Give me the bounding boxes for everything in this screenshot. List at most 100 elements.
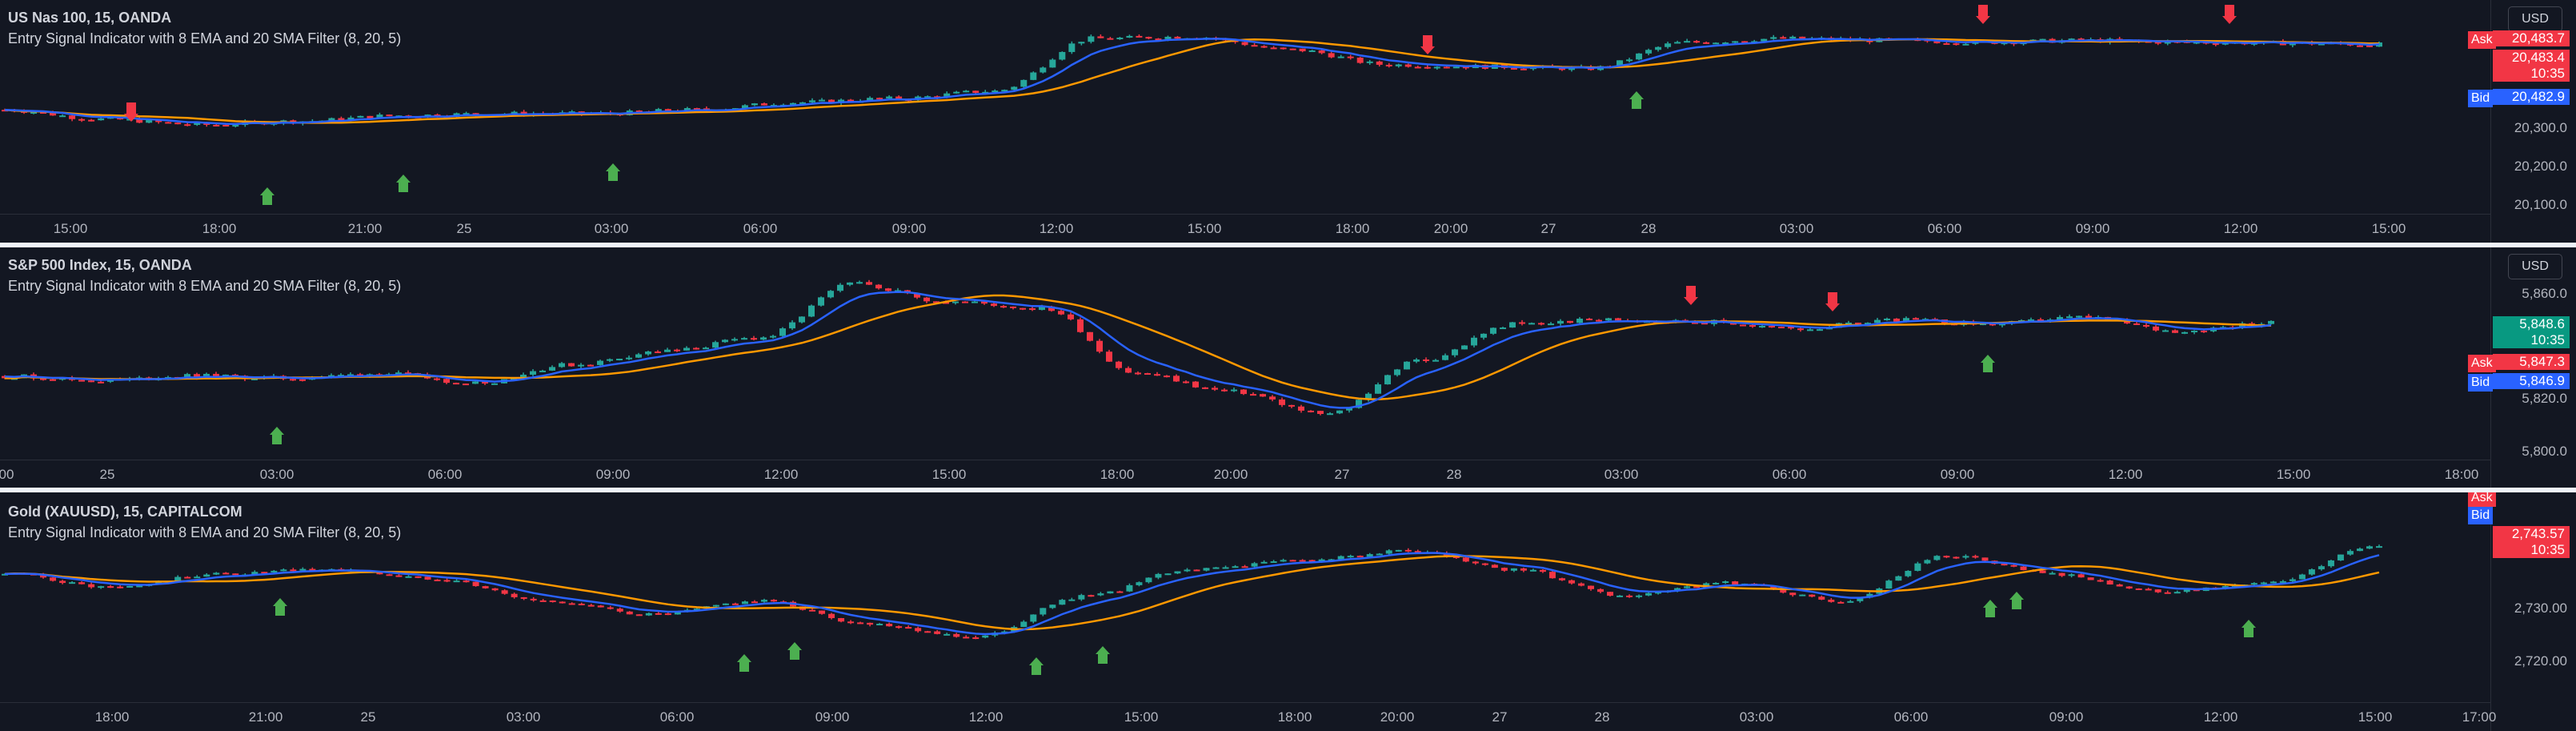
candle-body xyxy=(1318,559,1325,562)
ema-8-line xyxy=(4,552,2380,636)
candle-body xyxy=(1068,43,1076,52)
candle-body xyxy=(1395,549,1402,552)
candle-body xyxy=(924,96,931,98)
plot-area[interactable] xyxy=(0,492,2490,702)
candle-body xyxy=(559,363,565,368)
candle-body xyxy=(952,301,959,303)
candle-body xyxy=(174,123,182,125)
candle-body xyxy=(683,347,690,351)
candle-body xyxy=(722,603,729,605)
candle-body xyxy=(1059,51,1066,60)
candle-body xyxy=(30,111,38,114)
candle-body xyxy=(443,379,450,384)
plot-area[interactable] xyxy=(0,0,2490,214)
candle-body xyxy=(760,337,767,340)
candle-body xyxy=(491,588,499,591)
candle-body xyxy=(1385,64,1392,66)
currency-button[interactable]: USD xyxy=(2508,254,2562,279)
pane-separator[interactable] xyxy=(0,488,2576,492)
candle-body xyxy=(886,624,893,627)
candle-body xyxy=(1636,595,1643,597)
candle-body xyxy=(1020,621,1028,628)
candle-body xyxy=(511,111,518,114)
candle-body xyxy=(1020,79,1028,87)
candle-body xyxy=(1538,323,1544,325)
time-axis[interactable]: 18:00 21:00 25 03:00 06:00 09:00 12:00 15:00 18:… xyxy=(0,702,2496,731)
candle-body xyxy=(953,91,960,94)
candle-body xyxy=(1078,42,1085,44)
candle-body xyxy=(2077,38,2085,41)
candle-body xyxy=(1953,43,1960,46)
candle-body xyxy=(645,351,651,355)
candle-body xyxy=(1500,568,1508,571)
candle-body xyxy=(751,601,758,604)
time-axis[interactable]: 15:00 18:00 21:00 25 03:00 06:00 09:00 12:00 15:… xyxy=(0,214,2490,243)
candle-body xyxy=(847,282,853,285)
candle-body xyxy=(1376,553,1383,556)
candle-body xyxy=(1693,41,1701,43)
candle-body xyxy=(386,574,393,576)
candle-body xyxy=(1280,47,1287,50)
candle-body xyxy=(886,96,893,98)
candle-body xyxy=(530,598,537,600)
candle-body xyxy=(1030,614,1037,622)
chart-pane-nas100[interactable]: US Nas 100, 15, OANDA Entry Signal Indic… xyxy=(0,0,2576,243)
candle-body xyxy=(1288,404,1295,407)
candle-body xyxy=(1298,406,1304,411)
candle-body xyxy=(40,574,47,578)
plot-area[interactable] xyxy=(0,247,2490,460)
candle-body xyxy=(818,297,824,306)
candle-body xyxy=(126,585,134,588)
buy-signal-arrow xyxy=(1983,600,1997,617)
candle-body xyxy=(1855,322,1861,325)
time-axis[interactable]: 00 25 03:00 06:00 09:00 12:00 15:00 18:00 20:00 2… xyxy=(0,460,2490,488)
candle-body xyxy=(155,119,162,123)
currency-button[interactable]: USD xyxy=(2508,6,2562,32)
candle-body xyxy=(1596,319,1602,322)
time-tick: 15:00 xyxy=(2358,709,2393,725)
pane-separator[interactable] xyxy=(0,243,2576,247)
candle-body xyxy=(2181,331,2188,334)
candle-body xyxy=(751,103,758,106)
candle-body xyxy=(1529,569,1536,572)
candle-body xyxy=(520,374,527,379)
candle-body xyxy=(1308,50,1316,52)
candle-body xyxy=(1308,410,1314,412)
time-tick: 09:00 xyxy=(891,221,927,236)
candle-body xyxy=(1895,576,1902,581)
candle-body xyxy=(1058,311,1064,315)
candle-body xyxy=(1442,355,1448,360)
candle-body xyxy=(1116,361,1122,368)
candle-body xyxy=(1203,568,1210,571)
candle-body xyxy=(1693,586,1701,588)
candle-body xyxy=(827,291,834,298)
ask-price: 20,483.7 xyxy=(2493,30,2570,46)
time-tick: 21:00 xyxy=(248,709,283,725)
candle-body xyxy=(1577,583,1584,586)
time-tick: 17:00 xyxy=(2462,709,2497,725)
candle-body xyxy=(2172,330,2178,333)
candle-body xyxy=(78,582,86,584)
chart-pane-sp500[interactable]: S&P 500 Index, 15, OANDA Entry Signal In… xyxy=(0,247,2576,488)
candle-body xyxy=(1480,333,1487,338)
candle-body xyxy=(953,633,960,637)
candle-body xyxy=(712,604,719,607)
candle-body xyxy=(1029,308,1036,311)
candle-body xyxy=(1797,328,1804,331)
candle-body xyxy=(1645,50,1653,54)
candle-body xyxy=(1692,322,1698,324)
candle-body xyxy=(1000,306,1007,308)
candle-body xyxy=(789,102,796,105)
candle-body xyxy=(2068,574,2075,576)
candle-body xyxy=(50,379,56,381)
time-tick: 25 xyxy=(99,467,115,482)
candle-body xyxy=(482,586,489,588)
candle-body xyxy=(1116,591,1124,593)
candle-body xyxy=(597,360,603,365)
candle-body xyxy=(1010,306,1016,308)
chart-pane-gold[interactable]: Gold (XAUUSD), 15, CAPITALCOM Entry Sign… xyxy=(0,492,2576,731)
candle-body xyxy=(2318,43,2325,46)
candle-body xyxy=(674,349,680,351)
symbol-title: US Nas 100, 15, OANDA xyxy=(8,10,172,26)
candle-body xyxy=(1905,570,1912,576)
